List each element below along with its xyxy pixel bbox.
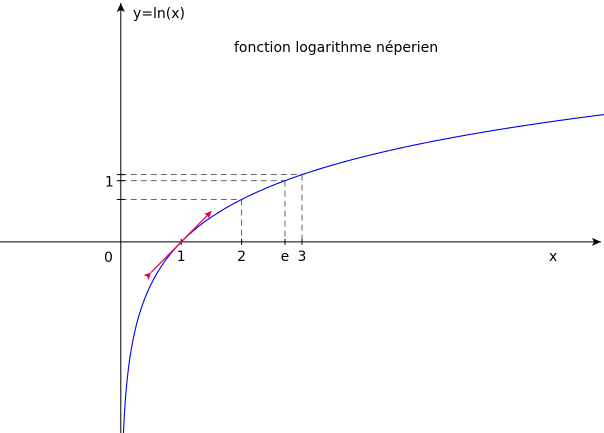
x-axis-label: x [549,249,557,265]
tick-labels: 1 2 e 3 1 [105,175,307,265]
chart-title: fonction logarithme néperien [234,40,438,56]
dashed-guides [120,174,303,242]
origin-label: 0 [104,250,113,266]
x-tick-label-2: e [281,249,290,265]
ln-curve [122,114,604,433]
axis-ticks [116,174,303,245]
x-tick-label-0: 1 [177,249,186,265]
x-tick-label-1: 2 [237,249,246,265]
tangent-line-at-1 [143,210,212,280]
y-tick-label-1: 1 [105,175,114,191]
x-tick-label-3: 3 [298,249,307,265]
y-axis-label: y=ln(x) [133,6,185,22]
